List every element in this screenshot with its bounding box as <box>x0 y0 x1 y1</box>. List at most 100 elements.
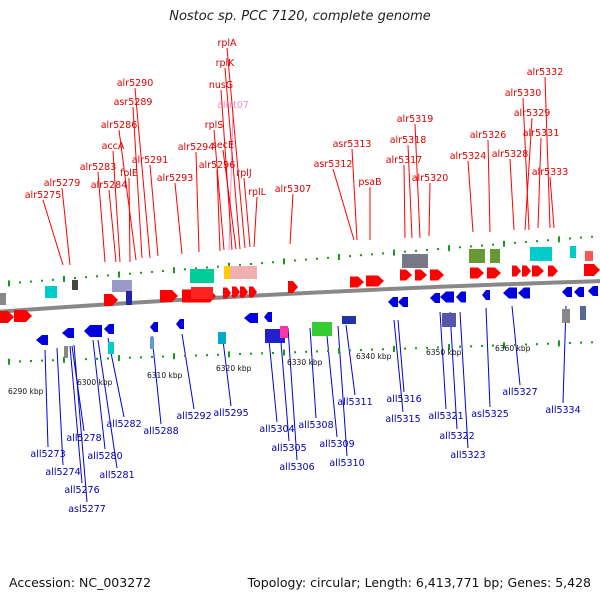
forward-gene-arrow[interactable] <box>232 286 240 298</box>
top-gene-label[interactable]: rplL <box>248 187 267 198</box>
top-gene-label[interactable]: alr5296 <box>199 160 236 171</box>
top-gene-label[interactable]: asr5312 <box>314 159 353 170</box>
top-gene-label[interactable]: alr5331 <box>523 128 560 139</box>
reverse-gene-arrow[interactable] <box>398 297 408 307</box>
reverse-feature-box[interactable] <box>218 332 226 344</box>
top-gene-label[interactable]: alr5332 <box>527 67 564 78</box>
bottom-gene-label[interactable]: all5315 <box>385 414 420 425</box>
reverse-feature-box[interactable] <box>312 322 332 336</box>
forward-gene-arrow[interactable] <box>14 310 32 322</box>
top-gene-label[interactable]: alr5307 <box>275 184 312 195</box>
bottom-gene-label[interactable]: all5309 <box>319 439 354 450</box>
bottom-gene-label[interactable]: all5316 <box>386 394 421 405</box>
bottom-gene-label[interactable]: all5288 <box>143 426 178 437</box>
top-gene-label[interactable]: asr5313 <box>333 139 372 150</box>
top-gene-label[interactable]: alr5275 <box>25 190 62 201</box>
forward-gene-arrow[interactable] <box>430 269 444 281</box>
top-gene-label[interactable]: alr5329 <box>514 108 551 119</box>
reverse-feature-box[interactable] <box>64 346 68 358</box>
top-gene-label[interactable]: alr5293 <box>157 173 194 184</box>
reverse-gene-arrow[interactable] <box>244 313 258 323</box>
bottom-gene-label[interactable]: all5281 <box>99 470 134 481</box>
top-gene-label[interactable]: nusG <box>209 80 233 91</box>
reverse-gene-arrow[interactable] <box>176 319 184 329</box>
reverse-feature-box[interactable] <box>442 313 456 327</box>
top-gene-label[interactable]: alr5291 <box>132 155 169 166</box>
forward-feature-box[interactable] <box>490 249 500 263</box>
reverse-feature-box[interactable] <box>280 326 288 338</box>
forward-gene-arrow[interactable] <box>0 311 14 323</box>
top-gene-label[interactable]: alr5290 <box>117 78 154 89</box>
bottom-gene-label[interactable]: all5282 <box>106 419 141 430</box>
reverse-gene-arrow[interactable] <box>518 287 530 299</box>
reverse-feature-box[interactable] <box>108 342 114 354</box>
reverse-gene-arrow[interactable] <box>388 297 398 307</box>
bottom-gene-label[interactable]: all5305 <box>271 443 306 454</box>
forward-gene-arrow[interactable] <box>512 265 521 277</box>
bottom-gene-label[interactable]: all5274 <box>45 467 80 478</box>
reverse-gene-arrow[interactable] <box>104 324 114 334</box>
top-gene-label[interactable]: alr5317 <box>386 155 423 166</box>
top-gene-label[interactable]: rplA <box>217 38 237 49</box>
forward-feature-box[interactable] <box>126 291 132 305</box>
reverse-gene-arrow[interactable] <box>503 287 517 299</box>
reverse-gene-arrow[interactable] <box>574 287 584 297</box>
bottom-gene-label[interactable]: all5306 <box>279 462 314 473</box>
forward-gene-arrow[interactable] <box>249 286 257 298</box>
top-gene-label[interactable]: rplS <box>205 120 224 131</box>
top-gene-label[interactable]: alr5286 <box>101 120 138 131</box>
reverse-feature-box[interactable] <box>150 337 154 349</box>
reverse-feature-box[interactable] <box>342 316 356 324</box>
bottom-gene-label[interactable]: all5323 <box>450 450 485 461</box>
reverse-gene-arrow[interactable] <box>264 312 272 322</box>
top-gene-label[interactable]: rplJ <box>236 168 251 179</box>
bottom-gene-label[interactable]: asl5325 <box>471 409 509 420</box>
forward-feature-box[interactable] <box>570 246 576 258</box>
reverse-feature-box[interactable] <box>580 306 586 320</box>
top-gene-label[interactable]: alrrt07 <box>217 100 249 111</box>
forward-feature-box[interactable] <box>190 269 214 283</box>
top-gene-label[interactable]: accA <box>102 141 125 152</box>
reverse-gene-arrow[interactable] <box>482 290 490 300</box>
bottom-gene-label[interactable]: all5295 <box>213 408 248 419</box>
forward-gene-arrow[interactable] <box>470 267 484 279</box>
top-gene-label[interactable]: alr5320 <box>412 173 449 184</box>
reverse-gene-arrow[interactable] <box>588 286 598 296</box>
bottom-gene-label[interactable]: all5273 <box>30 449 65 460</box>
top-gene-label[interactable]: alr5328 <box>492 149 529 160</box>
forward-gene-arrow[interactable] <box>400 269 412 281</box>
forward-gene-arrow[interactable] <box>366 275 384 287</box>
bottom-gene-label[interactable]: all5310 <box>329 458 364 469</box>
top-gene-label[interactable]: alr5294 <box>178 142 215 153</box>
bottom-gene-label[interactable]: all5276 <box>64 485 99 496</box>
forward-feature-box[interactable] <box>530 247 552 261</box>
reverse-gene-arrow[interactable] <box>62 328 74 338</box>
forward-gene-arrow[interactable] <box>350 276 364 288</box>
forward-feature-box[interactable] <box>224 266 230 279</box>
bottom-gene-label[interactable]: all5280 <box>87 451 122 462</box>
bottom-gene-label[interactable]: all5304 <box>259 424 294 435</box>
top-gene-label[interactable]: asr5289 <box>114 97 153 108</box>
reverse-gene-arrow[interactable] <box>440 291 454 303</box>
forward-feature-box[interactable] <box>227 266 257 279</box>
reverse-gene-arrow[interactable] <box>84 325 102 337</box>
gene-features[interactable] <box>0 246 600 358</box>
top-gene-label[interactable]: alr5283 <box>80 162 117 173</box>
bottom-gene-label[interactable]: asl5277 <box>68 504 106 515</box>
forward-gene-arrow[interactable] <box>240 286 248 298</box>
bottom-gene-label[interactable]: all5278 <box>66 433 101 444</box>
top-gene-label[interactable]: secE <box>212 140 234 151</box>
forward-feature-box[interactable] <box>112 280 132 292</box>
top-gene-label[interactable]: alr5324 <box>450 151 487 162</box>
top-gene-label[interactable]: alr5284 <box>91 180 128 191</box>
forward-gene-arrow[interactable] <box>288 281 298 293</box>
forward-feature-box[interactable] <box>402 254 428 268</box>
forward-gene-arrow[interactable] <box>487 267 501 279</box>
reverse-feature-box[interactable] <box>562 309 570 323</box>
bottom-gene-label[interactable]: all5322 <box>439 431 474 442</box>
top-gene-label[interactable]: psaB <box>358 177 381 188</box>
bottom-gene-label[interactable]: all5292 <box>176 411 211 422</box>
top-gene-label[interactable]: alr5319 <box>397 114 434 125</box>
